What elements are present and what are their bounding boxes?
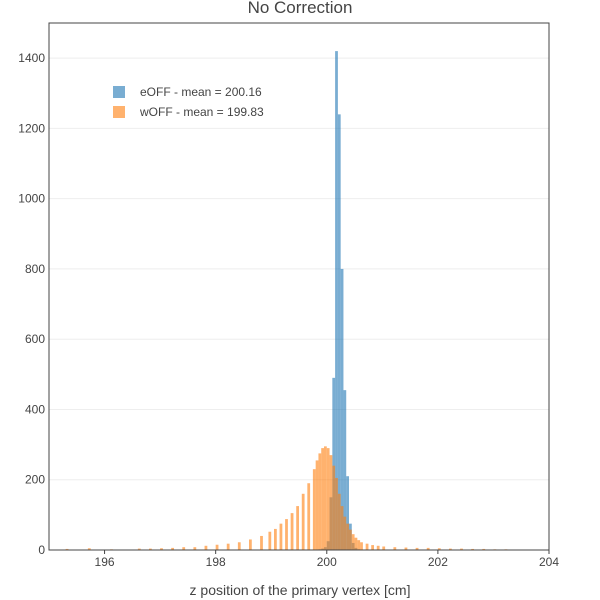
woff-bar: [382, 546, 386, 550]
woff-bar: [137, 548, 141, 550]
woff-bar: [193, 547, 197, 550]
woff-bar: [329, 455, 333, 550]
woff-bar: [65, 548, 69, 550]
y-tick-label: 400: [25, 402, 45, 416]
woff-bar: [307, 483, 311, 550]
legend-label: wOFF - mean = 199.83: [139, 105, 264, 119]
woff-bar: [315, 460, 319, 550]
eoff-bar: [343, 390, 347, 550]
woff-bar: [260, 535, 263, 550]
x-tick-label: 198: [206, 555, 226, 569]
legend-swatch: [113, 106, 125, 118]
woff-bar: [340, 506, 344, 550]
woff-bar: [237, 542, 241, 550]
eoff-bar: [335, 51, 338, 551]
y-tick-label: 0: [38, 543, 45, 557]
y-tick-label: 600: [25, 332, 45, 346]
y-tick-label: 1200: [18, 121, 45, 135]
legend-label: eOFF - mean = 200.16: [140, 85, 262, 99]
woff-bar: [318, 453, 322, 550]
woff-bar: [371, 545, 374, 550]
y-tick-label: 200: [25, 473, 45, 487]
woff-bar: [87, 548, 91, 550]
plot-area: 0 200 400 600 800 1000 1200 1400 196 198 200 202 204…: [18, 22, 559, 569]
woff-bar: [249, 539, 252, 550]
woff-bar: [160, 548, 163, 550]
x-tick-label: 196: [95, 555, 115, 569]
woff-bar: [312, 469, 316, 550]
woff-bar: [393, 547, 397, 550]
x-tick-label: 200: [317, 555, 337, 569]
legend-swatch: [113, 86, 125, 98]
woff-bar: [279, 523, 283, 550]
y-tick-label: 1000: [18, 192, 45, 206]
eoff-bar: [340, 268, 344, 550]
eoff-bar: [337, 114, 341, 550]
woff-bar: [337, 493, 341, 550]
woff-bar: [274, 528, 277, 550]
woff-bar: [376, 545, 380, 550]
woff-bar: [471, 548, 474, 550]
woff-bar: [182, 547, 186, 550]
woff-bar: [426, 547, 430, 550]
woff-bar: [215, 544, 219, 550]
x-tick-label: 204: [539, 555, 559, 569]
woff-bar: [482, 548, 486, 550]
woff-bar: [351, 534, 355, 550]
woff-bar: [365, 543, 369, 550]
y-tick-label: 1400: [18, 51, 45, 65]
woff-bar: [343, 516, 347, 550]
woff-bar: [290, 513, 294, 550]
woff-bar: [296, 506, 299, 550]
woff-bar: [335, 477, 338, 550]
x-axis-title: z position of the primary vertex [cm]: [190, 582, 411, 598]
woff-bar: [460, 548, 463, 550]
woff-bar: [268, 531, 272, 550]
woff-bar: [171, 547, 174, 550]
woff-bar: [324, 446, 327, 550]
woff-bar: [415, 547, 419, 550]
eoff-bar: [332, 377, 336, 550]
woff-bar: [349, 529, 352, 550]
woff-bar: [437, 548, 441, 550]
woff-bar: [404, 547, 408, 550]
woff-bar: [357, 540, 361, 550]
woff-bar: [226, 543, 230, 550]
woff-bar: [332, 465, 336, 550]
plot-background: [49, 23, 549, 550]
woff-bar: [204, 545, 208, 550]
woff-bar: [360, 542, 363, 550]
woff-bar: [149, 548, 152, 550]
chart-title: No Correction: [248, 0, 353, 17]
y-tick-label: 800: [25, 262, 45, 276]
woff-bar: [285, 519, 288, 550]
woff-bar: [354, 537, 358, 550]
eoff-bar: [346, 476, 349, 550]
woff-bar: [301, 493, 305, 550]
plot-frame: [48, 22, 550, 551]
woff-bar: [326, 448, 330, 550]
woff-bar: [321, 448, 324, 550]
woff-bar: [346, 523, 349, 550]
woff-bar: [449, 548, 452, 550]
x-tick-label: 202: [428, 555, 448, 569]
